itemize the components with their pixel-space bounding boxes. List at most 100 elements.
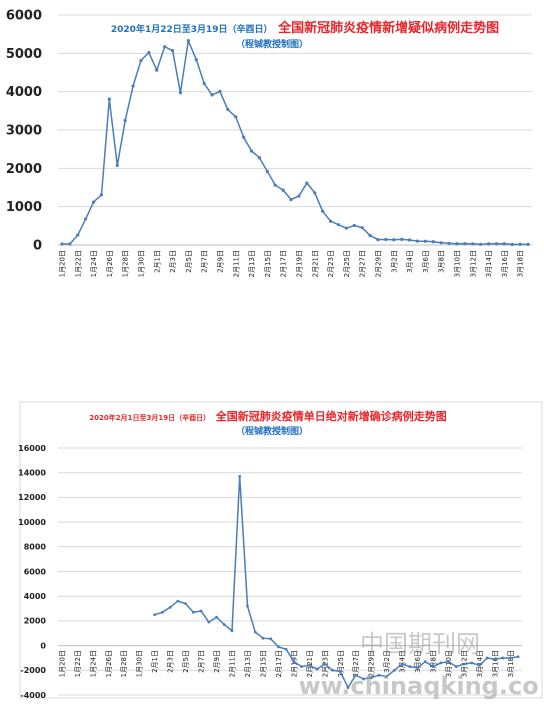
x-tick-label: 3月10日 [453,250,461,277]
data-point [153,613,157,617]
data-point [478,663,481,667]
x-tick-label: 3月6日 [414,650,422,673]
data-point [292,660,296,664]
data-point [454,665,458,668]
data-point [415,239,420,243]
data-point [76,233,80,237]
data-point [486,242,491,246]
data-point [139,58,143,63]
y-tick-label: 6000 [24,567,47,576]
y-tick-label: -2000 [20,666,46,675]
data-point [408,665,412,668]
data-point [376,237,380,242]
chart1-series-line [62,38,529,246]
data-point [354,673,358,677]
data-point [207,620,211,624]
x-tick-label: 1月24日 [90,250,98,277]
data-point [485,656,489,660]
data-point [261,636,265,640]
x-tick-label: 1月26日 [105,650,113,677]
y-tick-label: 10000 [18,518,46,527]
data-point [230,629,234,633]
data-point [416,666,419,670]
x-tick-label: 3月8日 [438,250,446,273]
x-tick-label: 3月2日 [383,650,391,673]
x-tick-label: 2月19日 [290,650,298,677]
data-point [400,662,404,666]
data-point [161,610,164,614]
y-tick-label: 2000 [24,617,47,626]
x-tick-label: 2月7日 [201,250,209,273]
chart1-x-axis: 1月20日 1月22日 1月24日 1月26日 1月28日 1月30日 2月1日 2月3日 2月… [58,250,524,277]
data-point [147,51,151,55]
data-point [455,242,459,246]
y-tick-label: 8000 [24,543,47,552]
x-tick-label: 2月1日 [153,250,161,273]
data-point [273,183,277,187]
x-tick-label: 2月17日 [275,650,283,677]
x-tick-label: 2月27日 [352,650,360,677]
data-point [60,242,64,246]
x-tick-label: 2月13日 [248,250,256,277]
data-point [163,45,167,49]
x-tick-label: 3月4日 [399,650,407,673]
data-point [447,241,451,245]
x-tick-label: 2月29日 [368,650,376,677]
x-tick-label: 2月25日 [343,250,351,277]
data-point [439,241,443,245]
chart1-subtitle: （程铖教授制图） [236,38,308,50]
x-tick-label: 2月5日 [182,650,190,673]
data-point [155,68,159,72]
x-tick-label: 1月28日 [120,650,128,677]
data-point [307,663,311,667]
chart2-title: 2020年2月1日至3月19日（辛酉日） 全国新冠肺炎疫情单日绝对新增确诊病例走… [89,405,446,424]
data-point [493,657,497,661]
data-point [99,193,104,197]
x-tick-label: 2月15日 [259,650,267,677]
x-tick-label: 3月16日 [491,650,499,677]
data-point [328,219,333,223]
chart1-title-main: 全国新冠肺炎疫情新增疑似病例走势图 [277,20,499,36]
data-point [336,223,341,227]
x-tick-label: 3月10日 [445,650,453,677]
data-point [115,163,119,167]
x-tick-label: 2月23日 [327,250,335,277]
x-tick-label: 2月9日 [216,250,224,273]
x-tick-label: 1月22日 [74,650,82,677]
data-point [423,239,427,243]
data-point [447,660,450,664]
data-point [238,475,242,478]
data-point [269,637,273,641]
x-tick-label: 1月30日 [136,650,144,677]
data-point [377,673,381,677]
data-point [84,217,88,221]
data-point [194,58,198,62]
y-tick-label: 4000 [24,592,47,601]
x-tick-label: 2月21日 [306,650,314,677]
x-tick-label: 2月21日 [311,250,319,277]
y-tick-label: 6000 [6,9,42,24]
data-point [289,197,293,202]
x-tick-label: 3月12日 [469,250,477,277]
data-point [242,135,246,139]
y-tick-label: 16000 [18,444,46,453]
x-tick-label: 3月14日 [476,650,484,677]
data-point [186,39,190,43]
chart2-title-prefix: 2020年2月1日至3月19日（辛酉日） [89,413,210,422]
data-point [338,670,342,673]
x-tick-label: 2月11日 [229,650,237,677]
chart1-series-points [60,39,530,247]
x-tick-label: 2月3日 [169,250,177,273]
y-tick-label: 4000 [6,85,42,100]
y-tick-label: 5000 [6,47,42,62]
data-point [479,242,483,246]
data-point [323,662,327,666]
data-point [407,238,412,242]
data-point [277,645,280,649]
x-tick-label: 1月30日 [137,250,145,277]
data-point [392,238,396,242]
x-tick-label: 2月1日 [151,650,159,673]
data-point [315,667,319,671]
x-tick-label: 3月16日 [501,250,509,277]
data-point [218,89,222,93]
